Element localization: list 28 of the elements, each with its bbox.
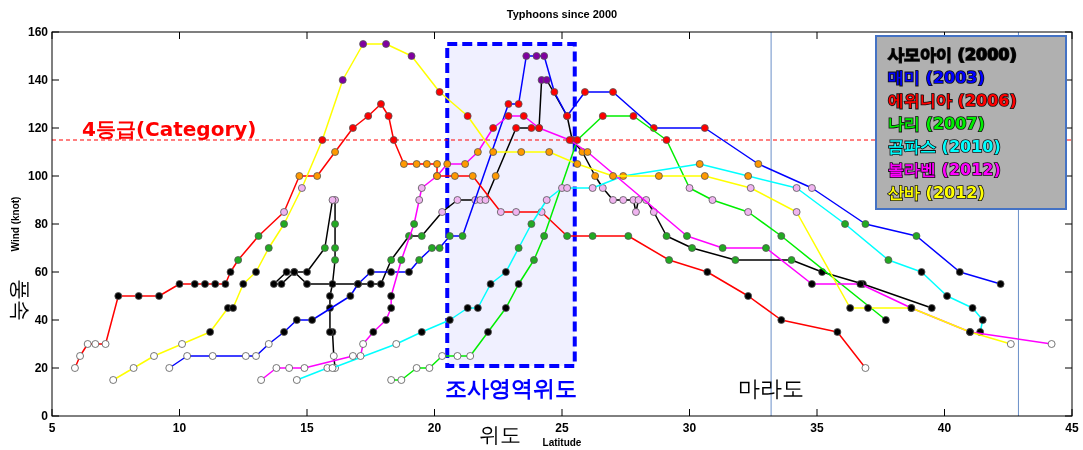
y-tick-label: 40 <box>34 313 49 327</box>
y-tick-label: 20 <box>34 361 49 375</box>
text: 위도 <box>479 423 521 447</box>
y-tick-label: 80 <box>34 217 49 231</box>
x-tick-label: 40 <box>937 421 952 435</box>
x-tick-label: 20 <box>427 421 442 435</box>
legend: 사모아이 (2000) 매미 (2003) 에위니아 (2006) 나리 (2007) 곰파스 (2010) 볼라벤 (2012) 산바 (2012) <box>875 35 1067 210</box>
legend-label: 사모아이 (2000) <box>888 45 1017 64</box>
text: 풍속 <box>8 279 32 321</box>
y-tick-label: 100 <box>27 169 49 183</box>
x-tick-label: 5 <box>48 421 56 435</box>
x-tick-label: 10 <box>172 421 187 435</box>
y-tick-label: 120 <box>27 121 49 135</box>
x-tick-label: 15 <box>300 421 314 435</box>
x-axis-title: Latitude <box>542 437 582 448</box>
x-tick-label: 45 <box>1065 421 1079 435</box>
ref-line-label: 마라도 <box>738 376 805 401</box>
y-axis-title: Wind (knot) <box>10 196 21 252</box>
y-tick-label: 60 <box>34 265 49 279</box>
x-tick-label: 25 <box>555 421 569 435</box>
x-tick-label: 30 <box>682 421 697 435</box>
chart-title: Typhoons since 2000 <box>506 8 618 20</box>
y-tick-label: 0 <box>41 409 49 423</box>
band-label: 조사영역위도 <box>445 376 577 401</box>
x-tick-label: 35 <box>810 421 824 435</box>
y-tick-label: 140 <box>27 73 49 87</box>
y-tick-label: 160 <box>27 25 49 39</box>
ref-line-label: 4등급(Category) <box>82 117 257 141</box>
